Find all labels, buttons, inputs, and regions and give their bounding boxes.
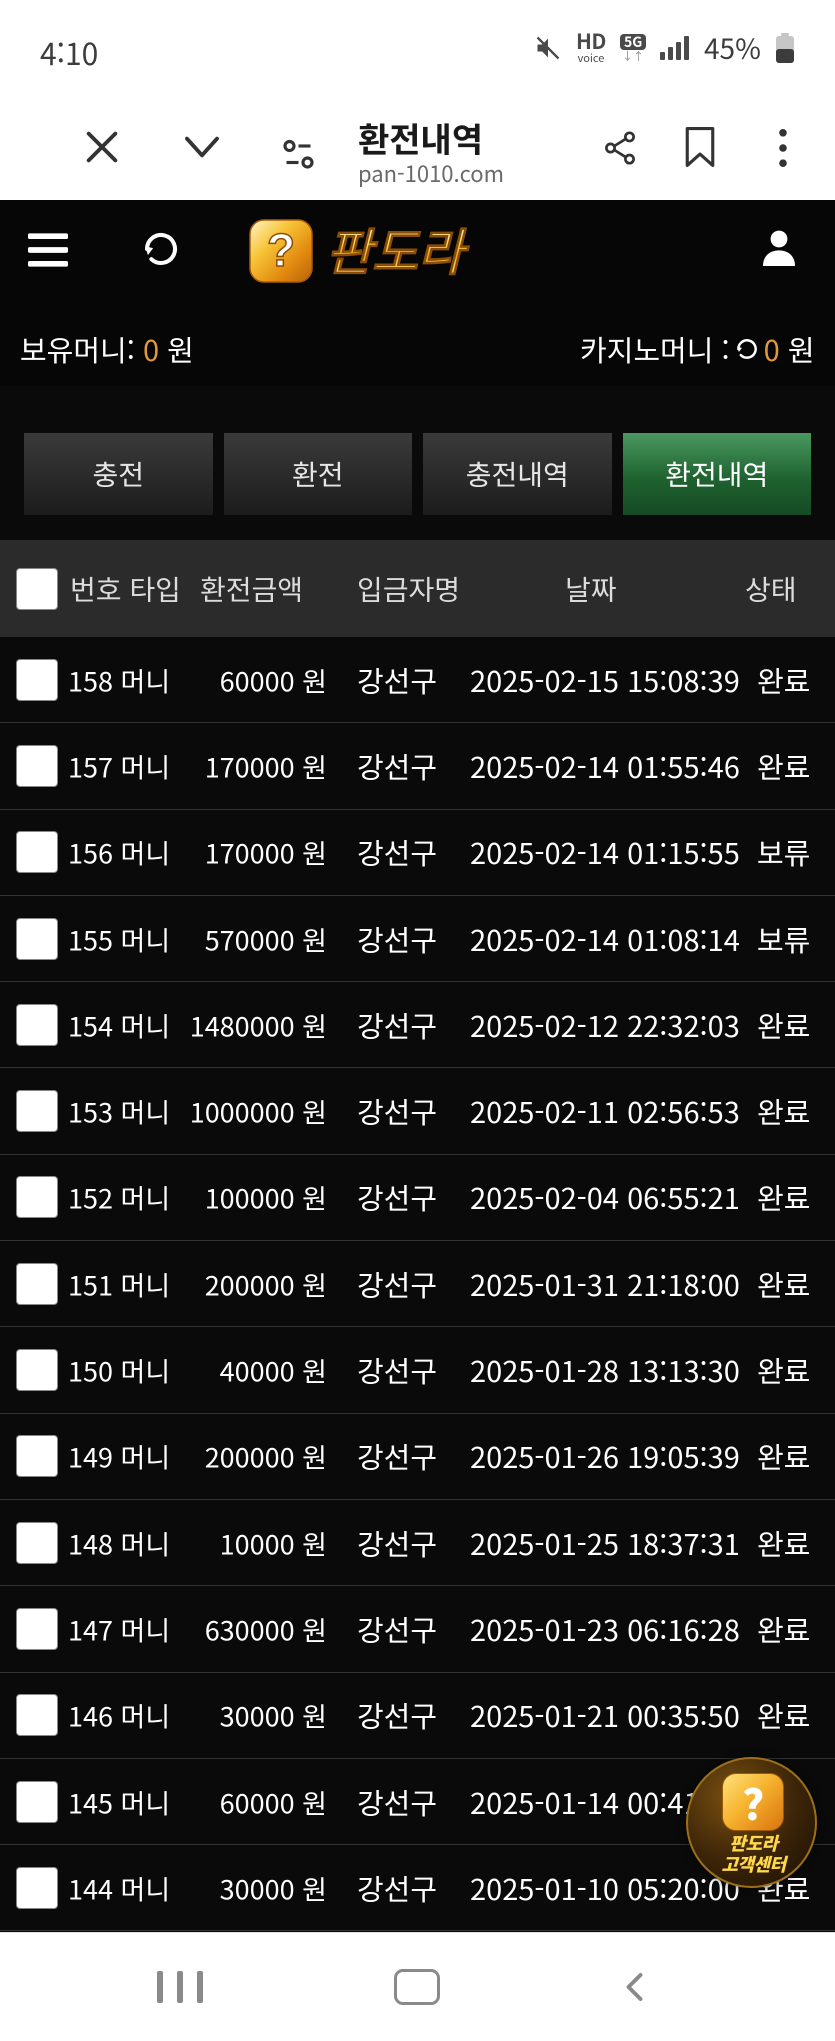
svg-text:?: ? xyxy=(267,224,295,276)
svg-text:판도라: 판도라 xyxy=(326,225,470,281)
